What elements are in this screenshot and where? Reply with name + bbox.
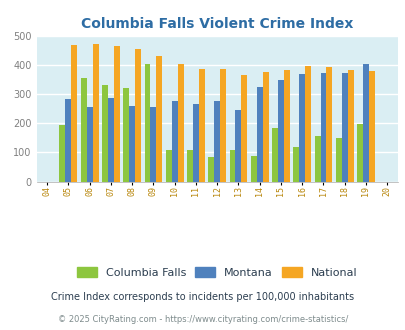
Bar — [220, 69, 226, 182]
Bar — [283, 70, 289, 182]
Bar — [335, 138, 341, 182]
Bar — [277, 80, 283, 182]
Bar — [368, 71, 374, 182]
Bar — [171, 101, 177, 182]
Bar — [214, 101, 220, 182]
Bar — [198, 69, 205, 182]
Bar — [65, 99, 71, 182]
Bar — [129, 106, 135, 182]
Bar — [292, 147, 298, 182]
Bar — [92, 44, 98, 182]
Bar — [135, 50, 141, 182]
Bar — [165, 149, 171, 182]
Bar — [156, 56, 162, 182]
Bar — [81, 78, 87, 182]
Bar — [177, 64, 183, 182]
Bar — [314, 137, 320, 182]
Bar — [298, 74, 305, 182]
Bar — [108, 98, 114, 182]
Bar — [144, 64, 150, 182]
Bar — [229, 149, 235, 182]
Bar — [326, 67, 332, 182]
Bar — [362, 64, 368, 182]
Bar — [71, 45, 77, 182]
Text: Crime Index corresponds to incidents per 100,000 inhabitants: Crime Index corresponds to incidents per… — [51, 292, 354, 302]
Bar — [356, 124, 362, 182]
Text: © 2025 CityRating.com - https://www.cityrating.com/crime-statistics/: © 2025 CityRating.com - https://www.city… — [58, 315, 347, 324]
Bar — [150, 107, 156, 182]
Title: Columbia Falls Violent Crime Index: Columbia Falls Violent Crime Index — [81, 17, 352, 31]
Bar — [123, 88, 129, 182]
Bar — [87, 107, 92, 182]
Bar — [320, 73, 326, 182]
Bar — [208, 157, 214, 182]
Bar — [235, 110, 241, 182]
Bar — [347, 70, 353, 182]
Bar — [256, 87, 262, 182]
Bar — [114, 46, 119, 182]
Legend: Columbia Falls, Montana, National: Columbia Falls, Montana, National — [72, 263, 361, 282]
Bar — [241, 75, 247, 182]
Bar — [271, 128, 277, 182]
Bar — [250, 156, 256, 182]
Bar — [262, 72, 268, 182]
Bar — [192, 104, 198, 182]
Bar — [60, 125, 65, 182]
Bar — [341, 73, 347, 182]
Bar — [187, 149, 192, 182]
Bar — [305, 66, 310, 182]
Bar — [102, 85, 108, 182]
